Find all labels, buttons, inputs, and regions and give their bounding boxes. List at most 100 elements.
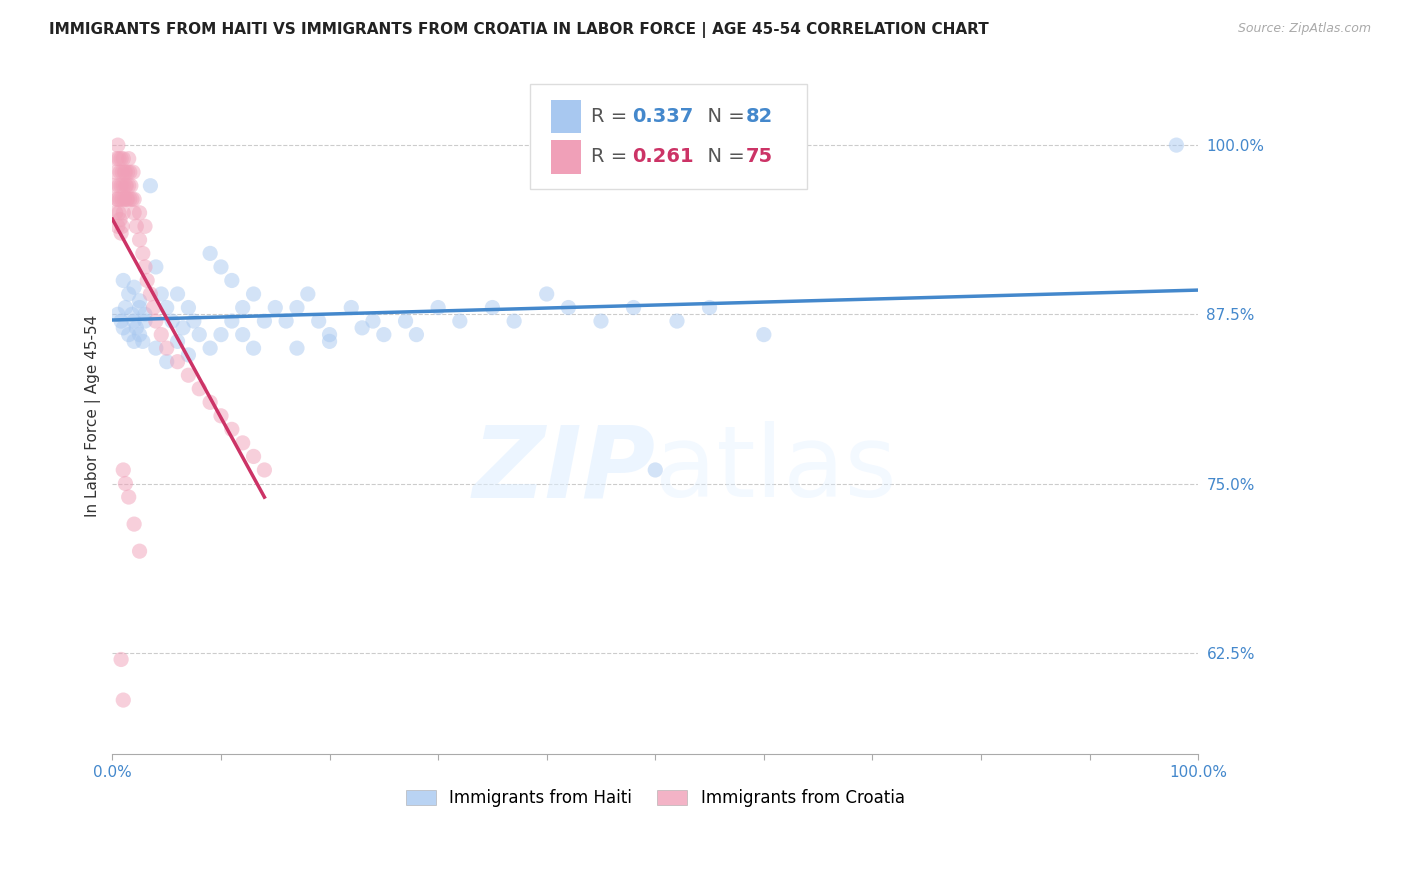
Point — [128, 544, 150, 558]
Point — [209, 260, 232, 274]
Point — [112, 693, 135, 707]
Point — [128, 206, 150, 220]
Point — [105, 192, 128, 206]
Point — [405, 327, 427, 342]
Point — [128, 301, 150, 315]
Point — [108, 165, 131, 179]
Point — [108, 178, 131, 193]
Point — [115, 178, 138, 193]
Point — [118, 192, 141, 206]
Point — [221, 273, 243, 287]
Legend: Immigrants from Haiti, Immigrants from Croatia: Immigrants from Haiti, Immigrants from C… — [399, 782, 911, 814]
Text: 0.337: 0.337 — [633, 107, 693, 126]
Point — [253, 314, 276, 328]
Point — [122, 192, 145, 206]
FancyBboxPatch shape — [551, 100, 582, 134]
Point — [221, 422, 243, 436]
Point — [132, 246, 155, 260]
Point — [111, 165, 134, 179]
Point — [103, 178, 125, 193]
Point — [118, 287, 141, 301]
Point — [114, 301, 136, 315]
Point — [427, 301, 450, 315]
Point — [122, 165, 145, 179]
Point — [276, 314, 298, 328]
Point — [122, 314, 145, 328]
Point — [105, 152, 128, 166]
Point — [104, 206, 127, 220]
Point — [104, 165, 127, 179]
Point — [361, 314, 384, 328]
Point — [166, 334, 188, 349]
Point — [285, 301, 308, 315]
Point — [665, 314, 688, 328]
Point — [107, 307, 129, 321]
Point — [120, 178, 142, 193]
Point — [139, 178, 162, 193]
Point — [145, 314, 167, 328]
Point — [198, 341, 221, 355]
Point — [160, 314, 183, 328]
Point — [373, 327, 395, 342]
Point — [242, 287, 264, 301]
Point — [183, 314, 205, 328]
Point — [121, 192, 143, 206]
Text: 75: 75 — [745, 147, 772, 166]
Point — [308, 314, 330, 328]
Point — [150, 327, 173, 342]
Point — [142, 301, 165, 315]
Point — [156, 341, 179, 355]
Point — [112, 273, 135, 287]
Point — [503, 314, 526, 328]
Point — [172, 321, 194, 335]
Point — [166, 287, 188, 301]
Point — [536, 287, 558, 301]
Point — [264, 301, 287, 315]
Point — [589, 314, 612, 328]
Point — [221, 314, 243, 328]
Point — [112, 152, 135, 166]
Point — [242, 450, 264, 464]
Point — [232, 327, 254, 342]
Point — [188, 327, 211, 342]
Point — [481, 301, 503, 315]
Point — [110, 226, 132, 240]
Point — [285, 341, 308, 355]
Point — [318, 334, 340, 349]
Point — [623, 301, 645, 315]
Point — [118, 178, 141, 193]
Text: IMMIGRANTS FROM HAITI VS IMMIGRANTS FROM CROATIA IN LABOR FORCE | AGE 45-54 CORR: IMMIGRANTS FROM HAITI VS IMMIGRANTS FROM… — [49, 22, 988, 38]
Point — [110, 314, 132, 328]
Point — [128, 233, 150, 247]
Point — [114, 476, 136, 491]
Text: Source: ZipAtlas.com: Source: ZipAtlas.com — [1237, 22, 1371, 36]
Point — [557, 301, 579, 315]
Point — [108, 212, 131, 227]
Point — [232, 301, 254, 315]
Point — [318, 327, 340, 342]
FancyBboxPatch shape — [551, 140, 582, 174]
Point — [145, 341, 167, 355]
Point — [112, 178, 135, 193]
Point — [122, 334, 145, 349]
Text: 82: 82 — [745, 107, 773, 126]
Point — [644, 463, 666, 477]
Point — [107, 138, 129, 153]
Point — [112, 192, 135, 206]
Point — [128, 293, 150, 308]
Point — [112, 206, 135, 220]
Point — [121, 307, 143, 321]
Point — [112, 463, 135, 477]
Point — [134, 219, 156, 234]
Point — [125, 321, 148, 335]
Point — [134, 307, 156, 321]
Point — [118, 490, 141, 504]
Point — [110, 152, 132, 166]
Point — [352, 321, 374, 335]
Point — [132, 334, 155, 349]
Text: R =: R = — [591, 147, 634, 166]
Point — [118, 327, 141, 342]
Text: N =: N = — [696, 147, 751, 166]
Point — [125, 219, 148, 234]
Point — [139, 287, 162, 301]
